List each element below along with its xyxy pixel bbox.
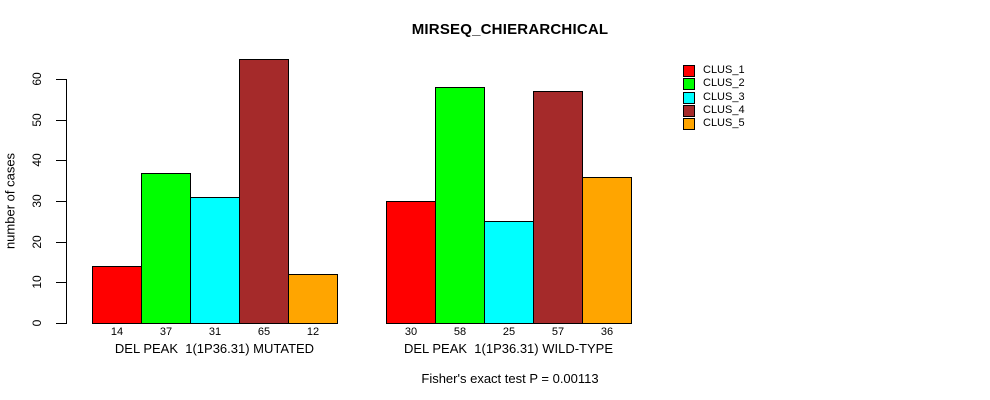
bar-value-label: 25 [502, 326, 516, 338]
x-group-label: DEL PEAK 1(1P36.31) WILD-TYPE [403, 341, 614, 356]
legend-label-clus_4: CLUS_4 [703, 104, 745, 116]
legend-swatch-clus_2 [683, 78, 695, 90]
bar-clus_5 [582, 177, 632, 324]
y-axis-tick [56, 79, 66, 80]
bar-clus_2 [141, 173, 191, 324]
bar-value-label: 30 [404, 326, 418, 338]
bar-clus_4 [239, 59, 289, 324]
y-axis-line [66, 79, 67, 324]
bar-clus_1 [386, 201, 436, 324]
bar-value-label: 37 [159, 326, 173, 338]
bar-value-label: 58 [453, 326, 467, 338]
bar-value-label: 65 [257, 326, 271, 338]
y-axis-tick-label: 40 [30, 153, 44, 167]
bar-clus_2 [435, 87, 485, 324]
legend-swatch-clus_4 [683, 105, 695, 117]
y-axis-tick [56, 160, 66, 161]
y-axis-tick-label: 20 [30, 235, 44, 249]
y-axis-tick [56, 201, 66, 202]
y-axis-tick [56, 282, 66, 283]
legend-swatch-clus_3 [683, 92, 695, 104]
y-axis-tick-label: 50 [30, 113, 44, 127]
legend-swatch-clus_1 [683, 65, 695, 77]
bar-clus_5 [288, 274, 338, 324]
y-axis-tick-label: 0 [30, 319, 44, 327]
legend-label-clus_2: CLUS_2 [703, 77, 745, 89]
y-axis-tick [56, 120, 66, 121]
legend-swatch-clus_5 [683, 118, 695, 130]
y-axis-tick-label: 60 [30, 72, 44, 86]
y-axis-tick-label: 30 [30, 194, 44, 208]
legend-label-clus_1: CLUS_1 [703, 64, 745, 76]
annotation-text: Fisher's exact test P = 0.00113 [421, 371, 599, 386]
bar-value-label: 31 [208, 326, 222, 338]
bar-clus_3 [484, 221, 534, 324]
x-group-label: DEL PEAK 1(1P36.31) MUTATED [114, 341, 315, 356]
y-axis-tick [56, 242, 66, 243]
legend-label-clus_5: CLUS_5 [703, 117, 745, 129]
bar-value-label: 12 [306, 326, 320, 338]
bar-value-label: 14 [110, 326, 124, 338]
y-axis-tick-label: 10 [30, 275, 44, 289]
y-axis-tick [56, 323, 66, 324]
bar-value-label: 36 [600, 326, 614, 338]
legend-label-clus_3: CLUS_3 [703, 91, 745, 103]
y-axis-label: number of cases [2, 152, 18, 250]
bar-value-label: 57 [551, 326, 565, 338]
bar-clus_3 [190, 197, 240, 324]
bar-clus_4 [533, 91, 583, 324]
bar-clus_1 [92, 266, 142, 324]
chart-title: MIRSEQ_CHIERARCHICAL [411, 21, 609, 38]
